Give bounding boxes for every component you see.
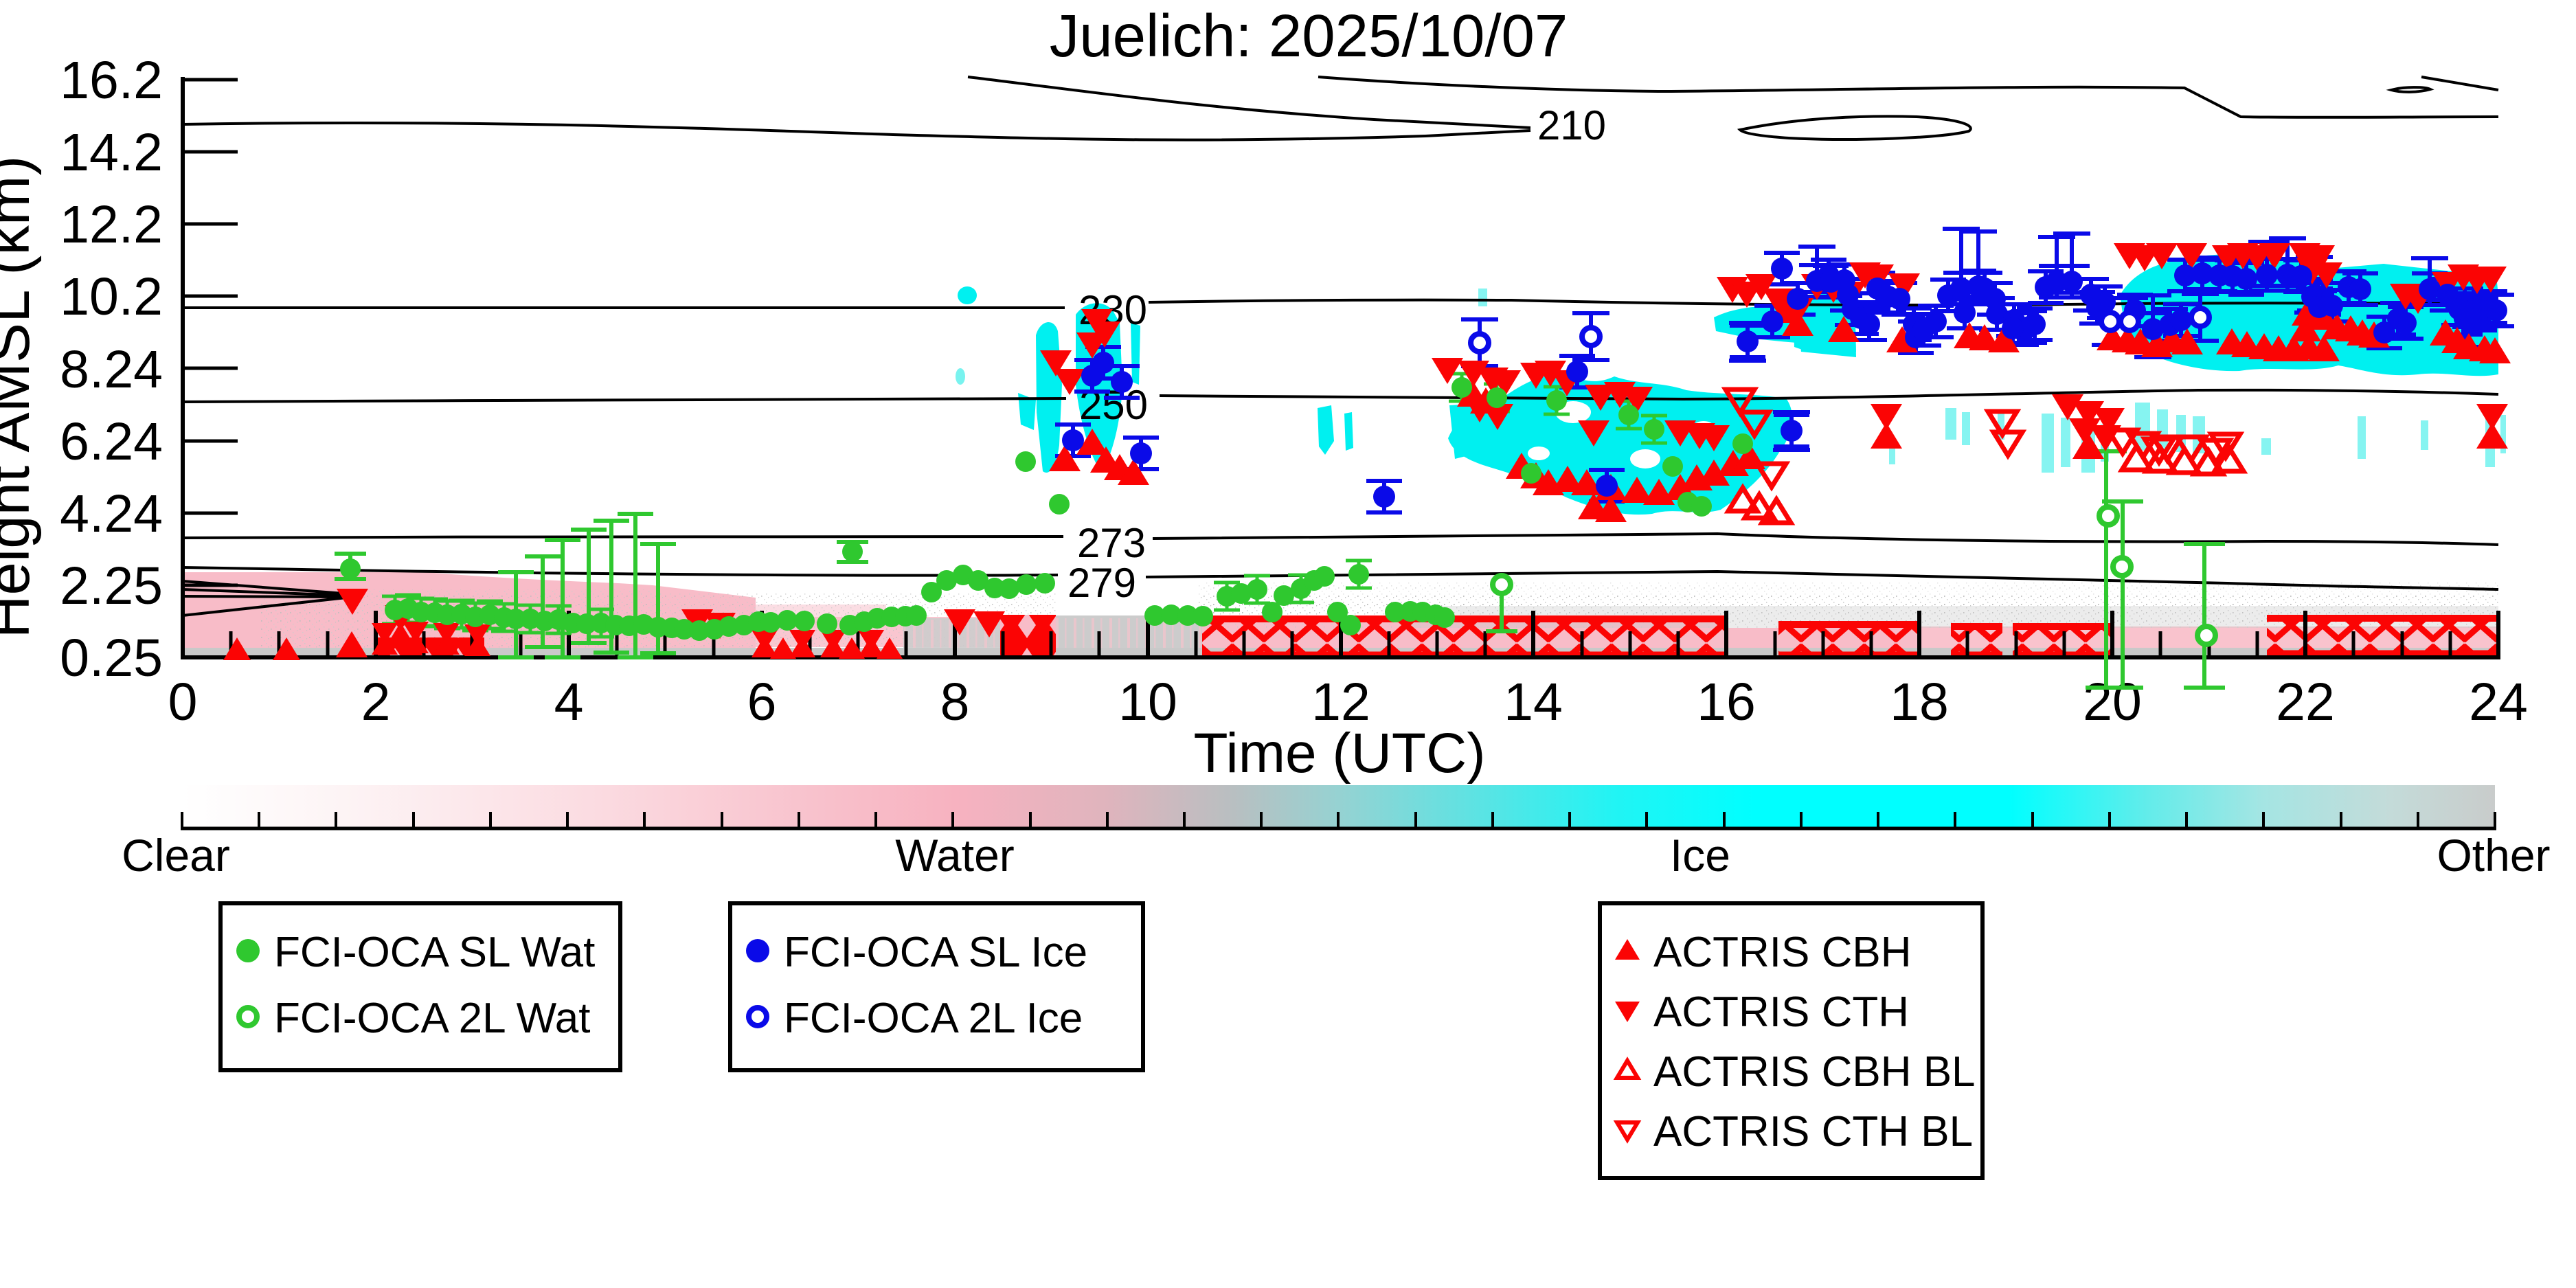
svg-text:8.24: 8.24 (60, 340, 163, 399)
svg-text:12.2: 12.2 (60, 195, 163, 254)
svg-text:24: 24 (2469, 673, 2528, 732)
svg-text:10: 10 (1118, 673, 1177, 732)
svg-text:14: 14 (1504, 673, 1563, 732)
svg-text:0: 0 (168, 673, 198, 732)
svg-text:FCI-OCA 2L Ice: FCI-OCA 2L Ice (784, 995, 1083, 1042)
svg-text:ACTRIS CBH: ACTRIS CBH (1653, 929, 1911, 976)
svg-text:ACTRIS CTH BL: ACTRIS CTH BL (1653, 1108, 1973, 1155)
svg-text:16.2: 16.2 (60, 51, 163, 110)
svg-text:6.24: 6.24 (60, 412, 163, 471)
svg-text:Height AMSL (km): Height AMSL (km) (0, 156, 42, 639)
svg-text:12: 12 (1311, 673, 1370, 732)
svg-text:8: 8 (940, 673, 970, 732)
svg-text:FCI-OCA 2L Wat: FCI-OCA 2L Wat (274, 995, 591, 1042)
svg-text:6: 6 (747, 673, 777, 732)
svg-text:4: 4 (554, 673, 584, 732)
svg-text:FCI-OCA SL Wat: FCI-OCA SL Wat (274, 929, 595, 976)
svg-text:210: 210 (1537, 102, 1606, 148)
svg-text:Water: Water (895, 830, 1015, 881)
svg-text:273: 273 (1077, 520, 1146, 566)
svg-text:2: 2 (361, 673, 391, 732)
svg-text:Juelich: 2025/10/07: Juelich: 2025/10/07 (1050, 3, 1568, 69)
svg-text:ACTRIS CBH BL: ACTRIS CBH BL (1653, 1048, 1976, 1096)
svg-text:10.2: 10.2 (60, 267, 163, 326)
svg-text:FCI-OCA SL Ice: FCI-OCA SL Ice (784, 929, 1087, 976)
svg-text:Ice: Ice (1670, 830, 1730, 881)
svg-text:18: 18 (1890, 673, 1949, 732)
svg-text:Time (UTC): Time (UTC) (1193, 722, 1485, 784)
svg-text:2.25: 2.25 (60, 556, 163, 615)
svg-text:0.25: 0.25 (60, 629, 163, 688)
svg-text:Clear: Clear (122, 830, 230, 881)
svg-text:20: 20 (2083, 673, 2142, 732)
svg-text:ACTRIS CTH: ACTRIS CTH (1653, 988, 1909, 1036)
svg-text:22: 22 (2276, 673, 2335, 732)
svg-text:Other: Other (2437, 830, 2550, 881)
svg-text:279: 279 (1067, 560, 1136, 606)
svg-text:14.2: 14.2 (60, 123, 163, 182)
svg-text:16: 16 (1697, 673, 1756, 732)
svg-text:4.24: 4.24 (60, 484, 163, 543)
